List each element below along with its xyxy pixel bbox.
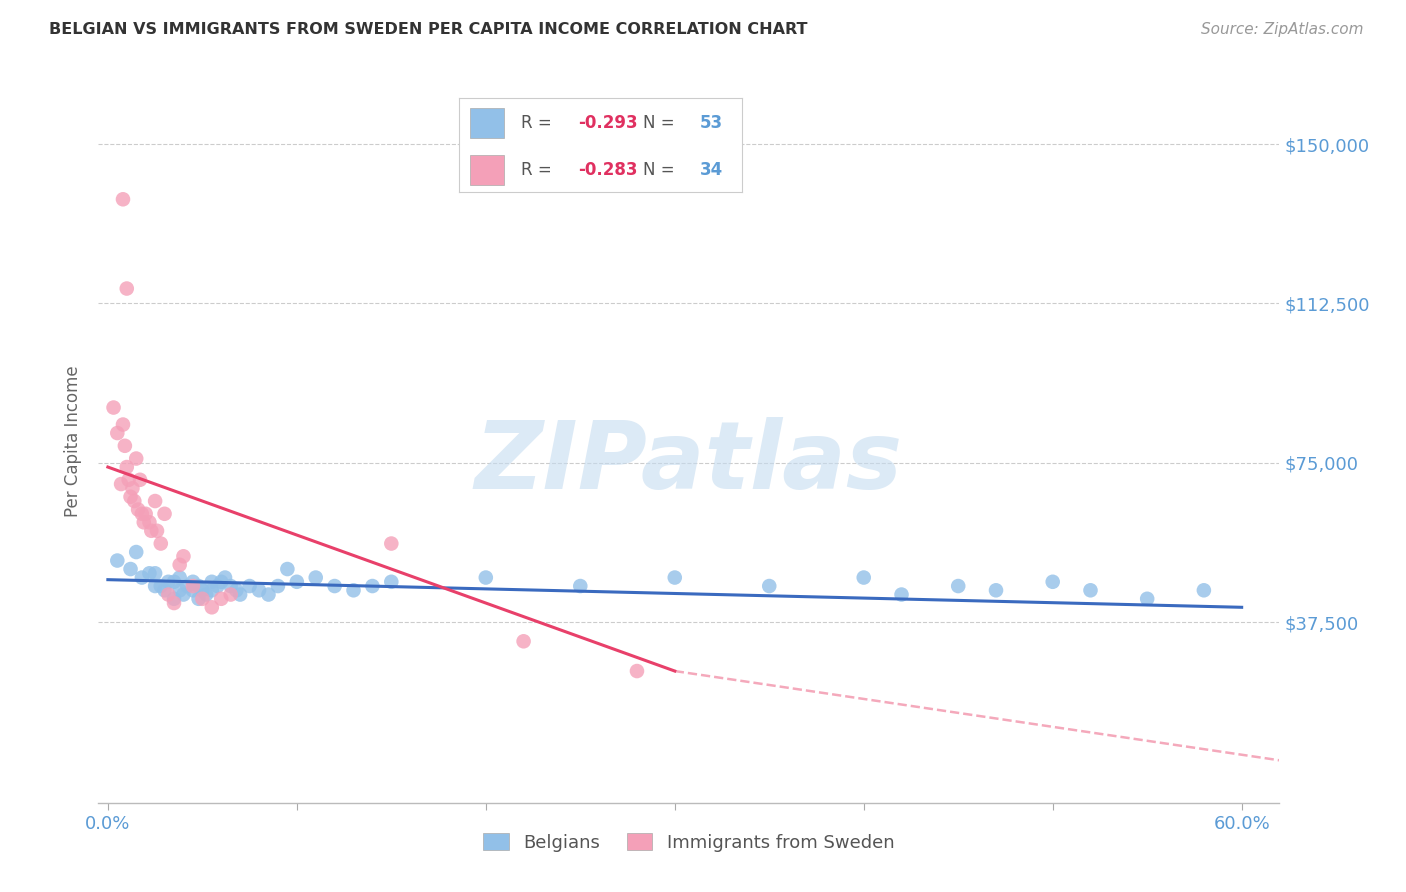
Point xyxy=(187,579,209,593)
Point xyxy=(111,417,134,432)
Point xyxy=(569,579,592,593)
Point xyxy=(219,579,242,593)
Point xyxy=(181,583,204,598)
Point xyxy=(120,490,142,504)
Point xyxy=(267,579,290,593)
Point xyxy=(984,583,1007,598)
Point xyxy=(342,583,364,598)
Point xyxy=(157,588,180,602)
Point xyxy=(138,566,160,581)
Point xyxy=(143,579,166,593)
Point xyxy=(105,553,128,567)
Point xyxy=(125,451,148,466)
Point xyxy=(172,588,194,602)
Legend: Belgians, Immigrants from Sweden: Belgians, Immigrants from Sweden xyxy=(477,826,901,859)
Point xyxy=(127,502,149,516)
Point xyxy=(110,477,132,491)
Point xyxy=(229,588,252,602)
Point xyxy=(149,579,172,593)
Point xyxy=(157,574,180,589)
Point xyxy=(163,596,186,610)
Point xyxy=(187,591,209,606)
Text: ZIPatlas: ZIPatlas xyxy=(475,417,903,509)
Point xyxy=(239,579,262,593)
Point xyxy=(143,494,166,508)
Point xyxy=(1080,583,1102,598)
Point xyxy=(169,583,191,598)
Point xyxy=(105,425,128,440)
Point xyxy=(146,524,169,538)
Point xyxy=(201,583,224,598)
Point xyxy=(948,579,970,593)
Point xyxy=(664,570,686,584)
Point xyxy=(176,579,198,593)
Point xyxy=(132,516,155,530)
Point xyxy=(115,281,138,295)
Point xyxy=(114,439,136,453)
Point xyxy=(214,570,236,584)
Point xyxy=(512,634,534,648)
Point xyxy=(1136,591,1159,606)
Point xyxy=(141,524,163,538)
Point xyxy=(225,583,247,598)
Point xyxy=(195,588,218,602)
Point xyxy=(758,579,780,593)
Point xyxy=(285,574,308,589)
Text: Source: ZipAtlas.com: Source: ZipAtlas.com xyxy=(1201,22,1364,37)
Point xyxy=(121,481,143,495)
Point xyxy=(135,507,157,521)
Point xyxy=(257,588,280,602)
Point xyxy=(247,583,270,598)
Point xyxy=(191,591,214,606)
Point xyxy=(131,570,153,584)
Point xyxy=(201,600,224,615)
Point xyxy=(129,473,152,487)
Point xyxy=(169,570,191,584)
Point xyxy=(172,549,194,564)
Point xyxy=(380,536,402,550)
Point xyxy=(118,473,141,487)
Point xyxy=(120,562,142,576)
Point xyxy=(475,570,498,584)
Point xyxy=(181,574,204,589)
Point xyxy=(305,570,328,584)
Point xyxy=(626,664,648,678)
Point xyxy=(153,583,176,598)
Point xyxy=(111,192,134,206)
Point xyxy=(163,574,186,589)
Point xyxy=(276,562,298,576)
Point xyxy=(115,460,138,475)
Point xyxy=(191,583,214,598)
Point xyxy=(181,579,204,593)
Point xyxy=(125,545,148,559)
Point xyxy=(103,401,125,415)
Point xyxy=(1192,583,1215,598)
Point xyxy=(323,579,346,593)
Point xyxy=(124,494,146,508)
Y-axis label: Per Capita Income: Per Capita Income xyxy=(65,366,83,517)
Point xyxy=(207,579,229,593)
Point xyxy=(1042,574,1064,589)
Point xyxy=(149,536,172,550)
Point xyxy=(852,570,875,584)
Point xyxy=(201,574,224,589)
Point xyxy=(138,516,160,530)
Point xyxy=(169,558,191,572)
Point xyxy=(219,588,242,602)
Point xyxy=(143,566,166,581)
Point xyxy=(131,507,153,521)
Point xyxy=(209,591,232,606)
Point xyxy=(361,579,384,593)
Point xyxy=(890,588,912,602)
Point xyxy=(163,591,186,606)
Point xyxy=(209,574,232,589)
Text: BELGIAN VS IMMIGRANTS FROM SWEDEN PER CAPITA INCOME CORRELATION CHART: BELGIAN VS IMMIGRANTS FROM SWEDEN PER CA… xyxy=(49,22,807,37)
Point xyxy=(153,507,176,521)
Point xyxy=(380,574,402,589)
